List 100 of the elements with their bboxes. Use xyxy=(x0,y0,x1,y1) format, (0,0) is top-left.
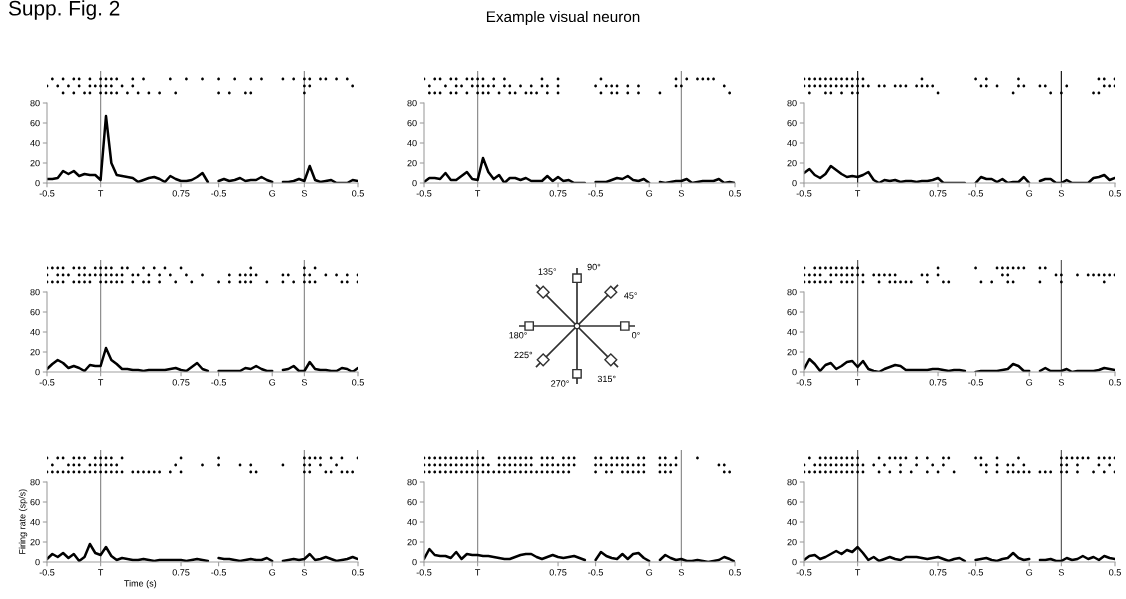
point xyxy=(109,77,113,81)
point xyxy=(433,77,437,81)
point xyxy=(888,280,892,284)
point xyxy=(856,273,860,277)
point xyxy=(899,470,902,474)
point xyxy=(925,273,929,277)
point xyxy=(201,463,204,467)
point xyxy=(813,77,817,81)
y-tick-label: 0 xyxy=(35,368,40,376)
text: 45° xyxy=(624,292,637,299)
point xyxy=(1092,91,1095,95)
point xyxy=(131,470,135,474)
y-tick-label: 40 xyxy=(407,518,417,526)
point xyxy=(508,456,512,460)
y-tick-label: 0 xyxy=(35,179,40,187)
point xyxy=(217,77,220,81)
point xyxy=(899,280,902,284)
point xyxy=(109,84,113,88)
point xyxy=(637,456,640,460)
point xyxy=(427,91,431,95)
point xyxy=(1065,463,1069,467)
point xyxy=(99,280,103,284)
x-tick-label: 0.75 xyxy=(549,569,567,576)
point xyxy=(850,266,854,270)
point xyxy=(1065,456,1069,460)
point xyxy=(925,470,929,474)
point xyxy=(594,456,597,460)
point xyxy=(551,470,555,474)
text: 315° xyxy=(597,375,616,383)
x-tick-label: 0.5 xyxy=(1109,190,1121,197)
point xyxy=(308,84,312,88)
point xyxy=(1092,273,1095,277)
point xyxy=(610,84,614,88)
point xyxy=(722,84,726,88)
point xyxy=(67,470,70,474)
x-tick-label: -0.5 xyxy=(796,569,812,576)
point xyxy=(345,77,349,81)
x-tick-label: S xyxy=(301,569,307,576)
text: 90° xyxy=(587,263,601,271)
point xyxy=(50,77,54,81)
x-tick-label: G xyxy=(269,379,276,386)
y-tick-label: 60 xyxy=(30,308,40,316)
point xyxy=(476,463,480,467)
point xyxy=(345,470,349,474)
y-tick-label: 60 xyxy=(30,119,40,127)
point xyxy=(685,77,689,81)
point xyxy=(99,266,103,270)
point xyxy=(302,77,306,81)
point xyxy=(1108,273,1112,277)
text: 180° xyxy=(509,332,527,339)
point xyxy=(109,470,113,474)
point xyxy=(840,84,843,88)
y-tick-label: 20 xyxy=(787,159,797,167)
y-tick-label: 80 xyxy=(787,288,797,296)
point xyxy=(866,84,870,88)
point xyxy=(529,470,533,474)
y-tick-label: 0 xyxy=(35,558,40,566)
point xyxy=(227,273,231,277)
point xyxy=(663,470,667,474)
point xyxy=(1059,456,1063,460)
point xyxy=(637,470,640,474)
point xyxy=(142,266,145,270)
x-tick-label: S xyxy=(301,190,307,197)
point xyxy=(1043,84,1047,88)
point xyxy=(621,456,624,460)
x-tick-label: -0.5 xyxy=(416,190,432,197)
point xyxy=(974,266,977,270)
point xyxy=(168,77,172,81)
y-tick-label: 80 xyxy=(30,99,40,107)
point xyxy=(99,273,103,277)
point xyxy=(807,456,811,460)
point xyxy=(824,91,827,95)
point xyxy=(909,280,913,284)
point xyxy=(174,463,178,467)
x-tick-label: -0.5 xyxy=(39,379,55,386)
point xyxy=(302,470,306,474)
point xyxy=(476,77,480,81)
point xyxy=(856,470,860,474)
point xyxy=(56,470,60,474)
point xyxy=(807,91,811,95)
text: 0° xyxy=(632,332,640,339)
point xyxy=(50,266,54,270)
x-tick-label: -0.5 xyxy=(416,569,432,576)
point xyxy=(562,456,565,460)
x-tick-label: S xyxy=(678,190,684,197)
x-tick-label: G xyxy=(646,569,653,576)
y-tick-label: 20 xyxy=(30,348,40,356)
point xyxy=(610,91,614,95)
point xyxy=(503,456,506,460)
point xyxy=(109,91,113,95)
point xyxy=(899,84,902,88)
point xyxy=(915,463,918,467)
point xyxy=(840,470,843,474)
point xyxy=(99,84,103,88)
point xyxy=(115,273,119,277)
point xyxy=(942,280,945,284)
y-tick-label: 20 xyxy=(30,538,40,546)
point xyxy=(168,273,172,277)
point xyxy=(249,91,253,95)
point xyxy=(562,463,565,467)
